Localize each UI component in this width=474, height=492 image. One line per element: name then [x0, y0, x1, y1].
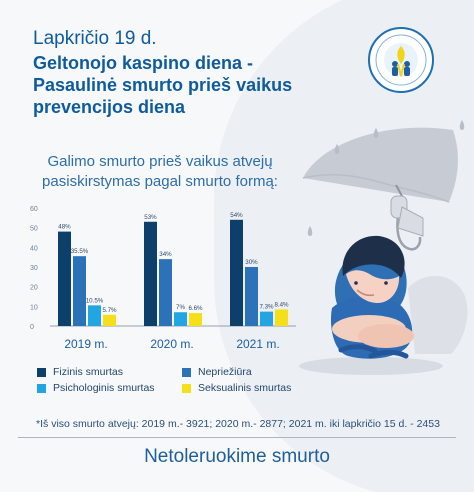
title-line-3: prevencijos diena — [33, 97, 186, 117]
legend-label: Fizinis smurtas — [53, 366, 124, 378]
bar-3-1 — [189, 313, 202, 326]
y-tick-label: 30 — [30, 265, 38, 272]
bar-label-0-2: 54% — [230, 212, 243, 219]
bar-label-3-1: 6.6% — [188, 305, 203, 312]
bar-3-2 — [275, 309, 288, 326]
bar-2-1 — [174, 312, 187, 326]
chart-subtitle: Galimo smurto prieš vaikus atvejų pasisk… — [30, 152, 290, 192]
x-category-label: 2019 m. — [64, 337, 107, 351]
title-line-2: Pasaulinė smurto prieš vaikus — [33, 75, 293, 95]
legend-item: Seksualinis smurtas — [182, 382, 291, 394]
legend-swatch — [37, 367, 46, 377]
header: Lapkričio 19 d. Geltonojo kaspino diena … — [33, 28, 333, 118]
y-tick-label: 60 — [30, 206, 38, 213]
bar-label-2-2: 7.3% — [259, 304, 274, 311]
legend-swatch — [182, 383, 191, 393]
legend-item: Psichologinis smurtas — [37, 382, 155, 394]
bar-2-0 — [88, 305, 101, 326]
date-label: Lapkričio 19 d. — [33, 28, 157, 49]
background-shape — [214, 0, 474, 492]
chart-title-line-1: Galimo smurto prieš vaikus atvejų — [47, 153, 273, 170]
bar-0-2 — [230, 219, 243, 326]
footnote: *Iš viso smurto atvejų: 2019 m.- 3921; 2… — [36, 418, 440, 430]
y-tick-label: 50 — [30, 226, 38, 233]
child-umbrella-illustration — [299, 120, 468, 375]
y-tick-label: 0 — [30, 324, 34, 331]
bar-0-0 — [58, 231, 71, 326]
bar-1-1 — [159, 259, 172, 326]
bar-1-2 — [245, 267, 258, 326]
bar-3-0 — [103, 314, 116, 326]
bar-chart: 60 50 40 30 20 10 0 48% 35.5% 10.5% 5.7% 2019 m. 53%… — [30, 206, 296, 351]
legend-item: Nepriežiūra — [182, 366, 252, 378]
bar-label-2-0: 10.5% — [86, 297, 104, 304]
bar-label-0-0: 48% — [58, 224, 71, 231]
bar-0-1 — [144, 221, 157, 326]
yellow-ribbon-logo-icon — [368, 27, 434, 93]
y-tick-label: 40 — [30, 245, 38, 252]
divider — [18, 437, 456, 438]
chart-title-line-2: pasiskirstymas pagal smurto formą: — [42, 173, 278, 190]
bar-label-1-0: 35.5% — [71, 248, 89, 255]
bar-label-1-1: 34% — [159, 251, 172, 258]
bar-2-2 — [260, 311, 273, 326]
slogan: Netoleruokime smurto — [144, 446, 330, 467]
bar-label-3-2: 8.4% — [274, 301, 289, 308]
x-category-label: 2020 m. — [150, 337, 193, 351]
legend-item: Fizinis smurtas — [37, 366, 123, 378]
legend-swatch — [182, 367, 191, 377]
bar-label-2-1: 7% — [176, 304, 185, 311]
legend-label: Seksualinis smurtas — [198, 382, 292, 394]
title-line-1: Geltonojo kaspino diena - — [33, 53, 254, 73]
bar-label-1-2: 30% — [245, 259, 258, 266]
legend-swatch — [37, 383, 46, 393]
bar-label-3-0: 5.7% — [102, 307, 117, 314]
y-tick-label: 20 — [30, 285, 38, 292]
bar-label-0-1: 53% — [144, 214, 157, 221]
bar-1-0 — [73, 256, 86, 326]
legend-label: Nepriežiūra — [198, 366, 252, 378]
x-category-label: 2021 m. — [236, 337, 279, 351]
y-tick-label: 10 — [30, 304, 38, 311]
legend-label: Psichologinis smurtas — [53, 382, 155, 394]
